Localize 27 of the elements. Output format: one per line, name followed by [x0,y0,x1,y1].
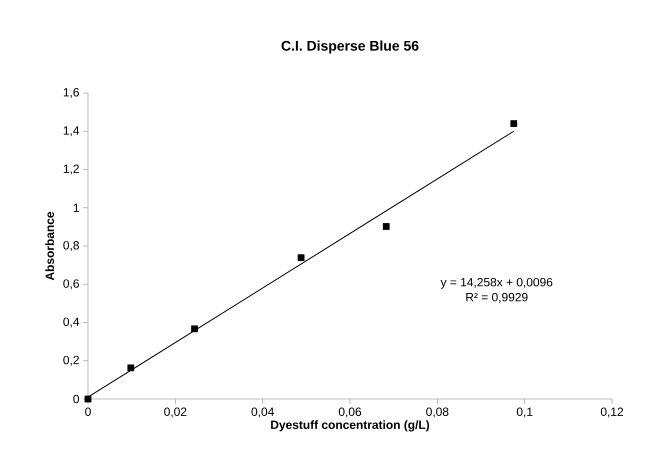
x-tick-label: 0,04 [252,408,274,418]
y-tick-label: 1,2 [64,164,79,174]
y-tick-label: 0,4 [63,318,80,328]
point [382,223,390,230]
x-tick-label: 0,1 [516,408,532,418]
point [510,120,518,127]
x-tick-label: 0,02 [164,408,186,418]
y-tick-label: 1,4 [64,126,80,136]
point [127,364,134,372]
y-tick-label: 0 [73,394,80,404]
point [84,396,92,402]
y-tick-label: 0,6 [63,279,79,290]
annotation: y = 14,258x + 0,0096 [440,278,552,289]
x-tick-label: 0,06 [338,408,362,418]
x-tick-label: 0,08 [426,408,448,418]
y-tick-label: 0,2 [63,356,79,366]
y-tick-label: 1 [74,204,79,212]
chart-title: C.I. Disperse Blue 56 [282,40,418,54]
point [191,325,198,332]
x-tick-label: 0 [85,408,91,416]
y-tick-label: 1,6 [64,88,79,98]
x-tick-label: 0,12 [600,408,624,418]
y-axis-title: Absorbance [45,212,54,280]
x-axis-title: Dyestuff concentration (g/L) [271,420,430,432]
annotation: R² = 0,9929 [466,292,528,303]
y-tick-label: 0,8 [63,241,79,251]
point [298,254,304,262]
